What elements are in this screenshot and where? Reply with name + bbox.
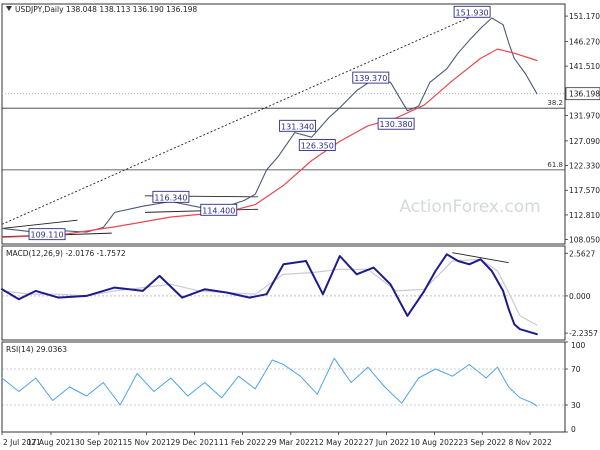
rsi-panel-frame xyxy=(1,341,566,433)
x-tick-label: 11 Feb 2022 xyxy=(219,438,266,447)
price-series-line xyxy=(1,17,538,233)
watermark-text: ActionForex.com xyxy=(399,197,540,217)
rsi-header-text: RSI(14) 29.0363 xyxy=(6,345,67,354)
price-annotation-box xyxy=(279,119,317,132)
x-tick-label: 10 Aug 2022 xyxy=(410,438,458,447)
price-panel: 38.2 61.8 151.930 139.370 131.340 130.380 126.… xyxy=(1,5,600,245)
price-annotation-label: 151.930 xyxy=(456,8,489,17)
macd-y-tick-label: -2.2357 xyxy=(569,329,598,338)
price-annotation-box xyxy=(152,190,190,203)
fib-label: 38.2 xyxy=(547,99,563,107)
price-y-tick-label: 122.330 xyxy=(569,162,600,171)
last-price-tag xyxy=(565,87,600,101)
triangle-down-icon xyxy=(6,6,12,11)
x-tick-label: 27 Jun 2022 xyxy=(364,438,409,447)
price-y-tick-label: 141.510 xyxy=(569,62,600,71)
price-y-tick-label: 146.270 xyxy=(569,37,600,46)
macd-y-tick-label: 0.000 xyxy=(569,292,591,301)
price-annotation-label: 114.400 xyxy=(202,206,235,215)
price-y-tick-label: 127.090 xyxy=(569,137,600,146)
macd-header-text: MACD(12,26,9) -2.0176 -1.7572 xyxy=(6,249,126,258)
price-annotation-label: 126.350 xyxy=(301,141,334,150)
price-annotation-box xyxy=(298,139,336,151)
fib-label: 61.8 xyxy=(547,161,563,169)
x-tick-label: 29 Mar 2022 xyxy=(267,438,315,447)
x-tick-label: 2 Jul 2021 xyxy=(3,438,41,447)
price-header-text: USDJPY,Daily 138.048 138.113 136.190 136… xyxy=(15,5,197,14)
last-price-label: 136.198 xyxy=(569,90,600,99)
x-tick-label: 17 Aug 2021 xyxy=(27,438,75,447)
price-annotation-label: 109.110 xyxy=(30,231,63,240)
price-annotation-box xyxy=(377,117,415,130)
price-y-tick-label: 108.050 xyxy=(569,236,600,245)
price-y-tick-label: 131.970 xyxy=(569,112,600,121)
rsi-y-tick-label: 70 xyxy=(571,365,581,374)
price-annotation-label: 139.370 xyxy=(354,74,387,83)
ma-series-line xyxy=(1,48,538,238)
x-tick-label: 23 Sep 2022 xyxy=(458,438,506,447)
macd-y-tick-label: 2.5627 xyxy=(569,249,595,258)
rsi-panel: RSI(14) 29.0363 100 70 30 0 xyxy=(1,341,586,434)
rsi-y-tick-label: 100 xyxy=(571,341,586,350)
x-tick-label: 8 Nov 2022 xyxy=(508,438,551,447)
x-tick-label: 12 May 2022 xyxy=(314,438,363,447)
price-y-tick-label: 151.170 xyxy=(569,12,600,21)
price-annotation-label: 130.380 xyxy=(380,120,413,129)
trendline xyxy=(1,219,78,229)
price-annotation-box xyxy=(352,71,390,84)
trendline xyxy=(1,11,483,225)
rsi-y-tick-label: 0 xyxy=(571,425,576,434)
price-y-tick-label: 112.810 xyxy=(569,211,600,220)
price-panel-frame xyxy=(1,3,566,245)
price-annotation-label: 116.340 xyxy=(154,193,187,202)
rsi-series-line xyxy=(1,357,538,407)
x-tick-label: 29 Dec 2021 xyxy=(171,438,219,447)
macd-series-line xyxy=(1,253,538,336)
price-annotation-label: 131.340 xyxy=(281,122,314,131)
price-annotation-box xyxy=(200,203,238,216)
macd-panel-frame xyxy=(1,245,566,341)
price-annotation-box xyxy=(453,5,491,18)
macd-panel: MACD(12,26,9) -2.0176 -1.7572 2.5627 0.000… xyxy=(1,249,598,338)
signal-series-line xyxy=(1,258,538,326)
x-tick-label: 30 Sep 2021 xyxy=(75,438,123,447)
macd-guide-line xyxy=(452,252,509,264)
price-annotation-box xyxy=(28,228,66,241)
rsi-y-tick-label: 30 xyxy=(571,401,581,410)
price-y-tick-label: 117.570 xyxy=(569,186,600,195)
x-tick-label: 15 Nov 2021 xyxy=(123,438,171,447)
